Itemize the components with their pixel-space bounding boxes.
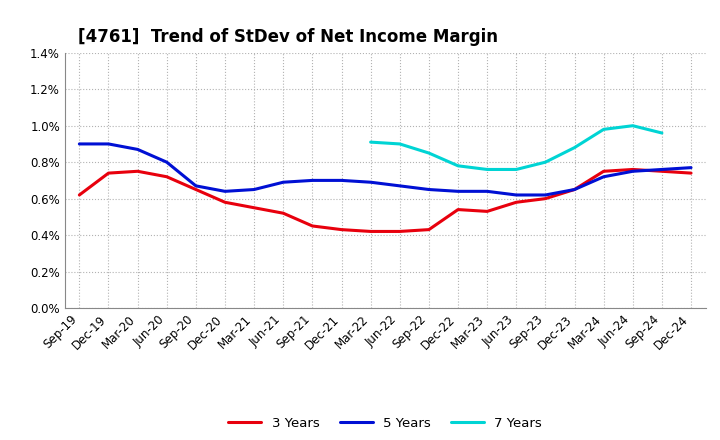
5 Years xyxy=(192,183,200,188)
7 Years xyxy=(657,130,666,136)
3 Years xyxy=(454,207,462,212)
5 Years xyxy=(366,180,375,185)
5 Years xyxy=(657,167,666,172)
7 Years xyxy=(395,141,404,147)
5 Years xyxy=(425,187,433,192)
3 Years xyxy=(599,169,608,174)
3 Years xyxy=(366,229,375,234)
3 Years xyxy=(395,229,404,234)
3 Years xyxy=(279,211,287,216)
5 Years xyxy=(599,174,608,180)
3 Years xyxy=(570,187,579,192)
7 Years xyxy=(599,127,608,132)
3 Years xyxy=(629,167,637,172)
5 Years xyxy=(454,189,462,194)
3 Years xyxy=(512,200,521,205)
7 Years xyxy=(570,145,579,150)
5 Years xyxy=(163,160,171,165)
3 Years xyxy=(220,200,229,205)
3 Years xyxy=(192,187,200,192)
5 Years xyxy=(512,192,521,198)
7 Years xyxy=(512,167,521,172)
Line: 5 Years: 5 Years xyxy=(79,144,691,195)
5 Years xyxy=(308,178,317,183)
Text: [4761]  Trend of StDev of Net Income Margin: [4761] Trend of StDev of Net Income Marg… xyxy=(78,28,498,46)
5 Years xyxy=(133,147,142,152)
3 Years xyxy=(163,174,171,180)
3 Years xyxy=(337,227,346,232)
5 Years xyxy=(483,189,492,194)
3 Years xyxy=(133,169,142,174)
3 Years xyxy=(541,196,550,201)
3 Years xyxy=(657,169,666,174)
5 Years xyxy=(337,178,346,183)
3 Years xyxy=(250,205,258,210)
7 Years xyxy=(366,139,375,145)
5 Years xyxy=(279,180,287,185)
3 Years xyxy=(308,224,317,229)
5 Years xyxy=(220,189,229,194)
Line: 3 Years: 3 Years xyxy=(79,169,691,231)
3 Years xyxy=(425,227,433,232)
7 Years xyxy=(483,167,492,172)
7 Years xyxy=(629,123,637,128)
3 Years xyxy=(104,170,113,176)
5 Years xyxy=(629,169,637,174)
5 Years xyxy=(541,192,550,198)
5 Years xyxy=(395,183,404,188)
Legend: 3 Years, 5 Years, 7 Years: 3 Years, 5 Years, 7 Years xyxy=(223,411,547,435)
7 Years xyxy=(425,150,433,156)
5 Years xyxy=(250,187,258,192)
3 Years xyxy=(687,170,696,176)
5 Years xyxy=(104,141,113,147)
7 Years xyxy=(541,160,550,165)
3 Years xyxy=(75,192,84,198)
7 Years xyxy=(454,163,462,169)
5 Years xyxy=(75,141,84,147)
3 Years xyxy=(483,209,492,214)
5 Years xyxy=(687,165,696,170)
5 Years xyxy=(570,187,579,192)
Line: 7 Years: 7 Years xyxy=(371,126,662,169)
